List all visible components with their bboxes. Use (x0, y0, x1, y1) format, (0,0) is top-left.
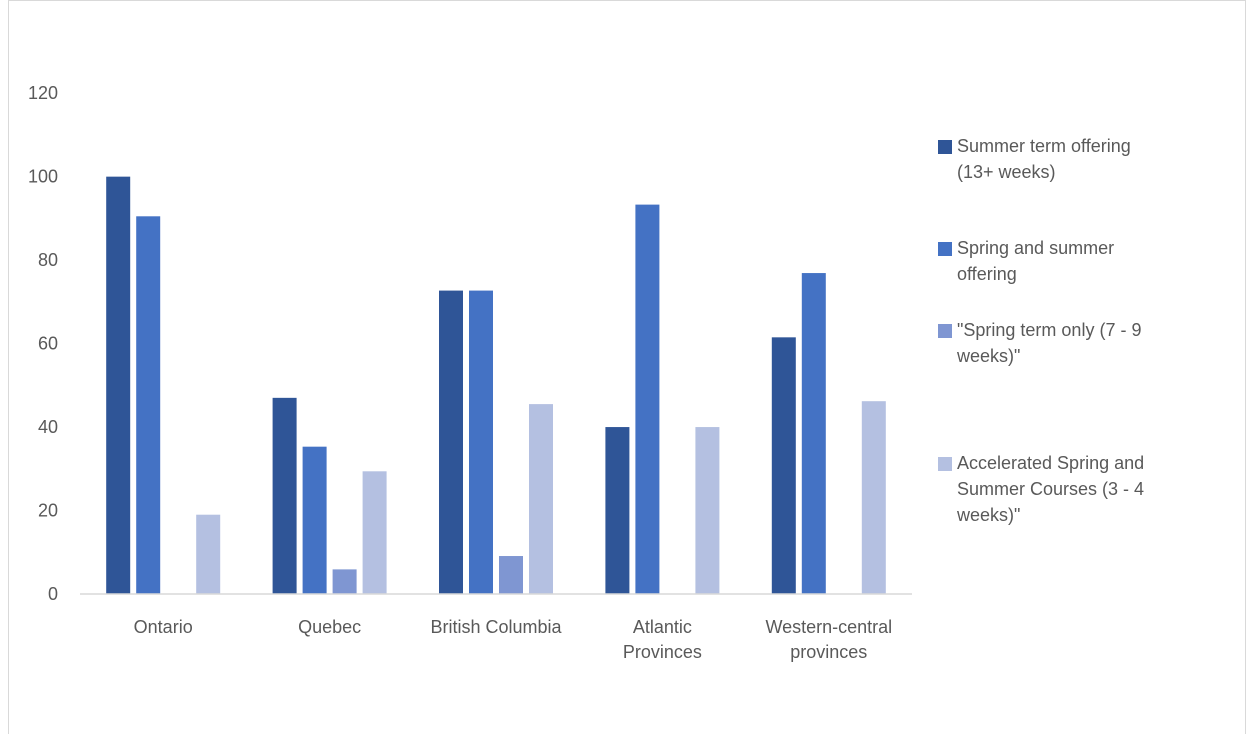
y-tick-label: 0 (48, 584, 58, 604)
bar (333, 569, 357, 594)
x-category-label: provinces (790, 642, 867, 662)
bar (363, 471, 387, 594)
bar (196, 515, 220, 594)
y-tick-label: 60 (38, 334, 58, 354)
bar (772, 337, 796, 594)
bar (136, 216, 160, 594)
bar (862, 401, 886, 594)
legend-label: Accelerated Spring and (957, 453, 1144, 473)
bar (303, 447, 327, 594)
x-category-label: Ontario (134, 617, 193, 637)
y-tick-label: 40 (38, 417, 58, 437)
legend-label: weeks)" (956, 346, 1020, 366)
x-category-label: Provinces (623, 642, 702, 662)
bar (802, 273, 826, 594)
x-axis-categories: Ontario Quebec British Columbia Atlantic Pro… (134, 617, 892, 662)
x-category-label: Atlantic (633, 617, 692, 637)
y-tick-label: 20 (38, 501, 58, 521)
x-category-label: Western-central (765, 617, 892, 637)
y-axis-ticks: 0 20 40 60 80 100 120 (28, 83, 58, 604)
legend-label: Summer term offering (957, 136, 1131, 156)
legend-swatch (938, 140, 952, 154)
legend-label: Summer Courses (3 - 4 (957, 479, 1144, 499)
y-tick-label: 100 (28, 167, 58, 187)
legend-label: "Spring term only (7 - 9 (957, 320, 1141, 340)
bar (529, 404, 553, 594)
y-tick-label: 120 (28, 83, 58, 103)
bar (605, 427, 629, 594)
bar (635, 205, 659, 594)
bar (695, 427, 719, 594)
x-category-label: British Columbia (430, 617, 562, 637)
legend: Summer term offering (13+ weeks) Spring an… (938, 136, 1144, 525)
bar (499, 556, 523, 594)
legend-label: (13+ weeks) (957, 162, 1056, 182)
legend-swatch (938, 324, 952, 338)
bar (106, 177, 130, 594)
x-category-label: Quebec (298, 617, 361, 637)
y-tick-label: 80 (38, 250, 58, 270)
bars (106, 177, 886, 594)
legend-label: weeks)" (956, 505, 1020, 525)
bar (469, 291, 493, 594)
bar (439, 291, 463, 594)
legend-swatch (938, 457, 952, 471)
legend-label: Spring and summer (957, 238, 1114, 258)
legend-swatch (938, 242, 952, 256)
bar (273, 398, 297, 594)
legend-label: offering (957, 264, 1017, 284)
